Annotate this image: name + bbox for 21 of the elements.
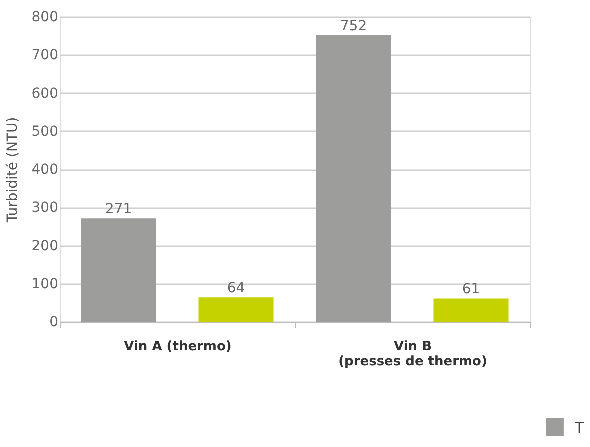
bar: [316, 35, 392, 322]
y-tick-label: 300: [32, 200, 58, 216]
y-tick-label: 200: [32, 238, 58, 254]
data-label: 271: [105, 202, 132, 218]
x-tick-label: Vin B (presses de thermo): [338, 340, 488, 370]
x-tick-label: Vin A (thermo): [124, 340, 232, 354]
data-label: 64: [227, 280, 246, 297]
y-tick-label: 100: [32, 276, 58, 292]
data-label: 752: [340, 18, 368, 34]
y-tick-label: 0: [50, 314, 58, 330]
bar: [198, 298, 274, 322]
bar: [434, 298, 509, 322]
legend-label: T: [574, 419, 585, 437]
data-label: 61: [462, 282, 480, 298]
y-axis-title: Turbidité (NTU): [4, 117, 21, 224]
y-tick-label: 600: [32, 86, 58, 102]
y-tick-label: 700: [32, 48, 58, 64]
bar: [81, 218, 156, 322]
y-tick-label: 400: [32, 162, 58, 178]
y-tick-label: 500: [32, 124, 58, 140]
y-tick-label: 800: [32, 10, 58, 26]
